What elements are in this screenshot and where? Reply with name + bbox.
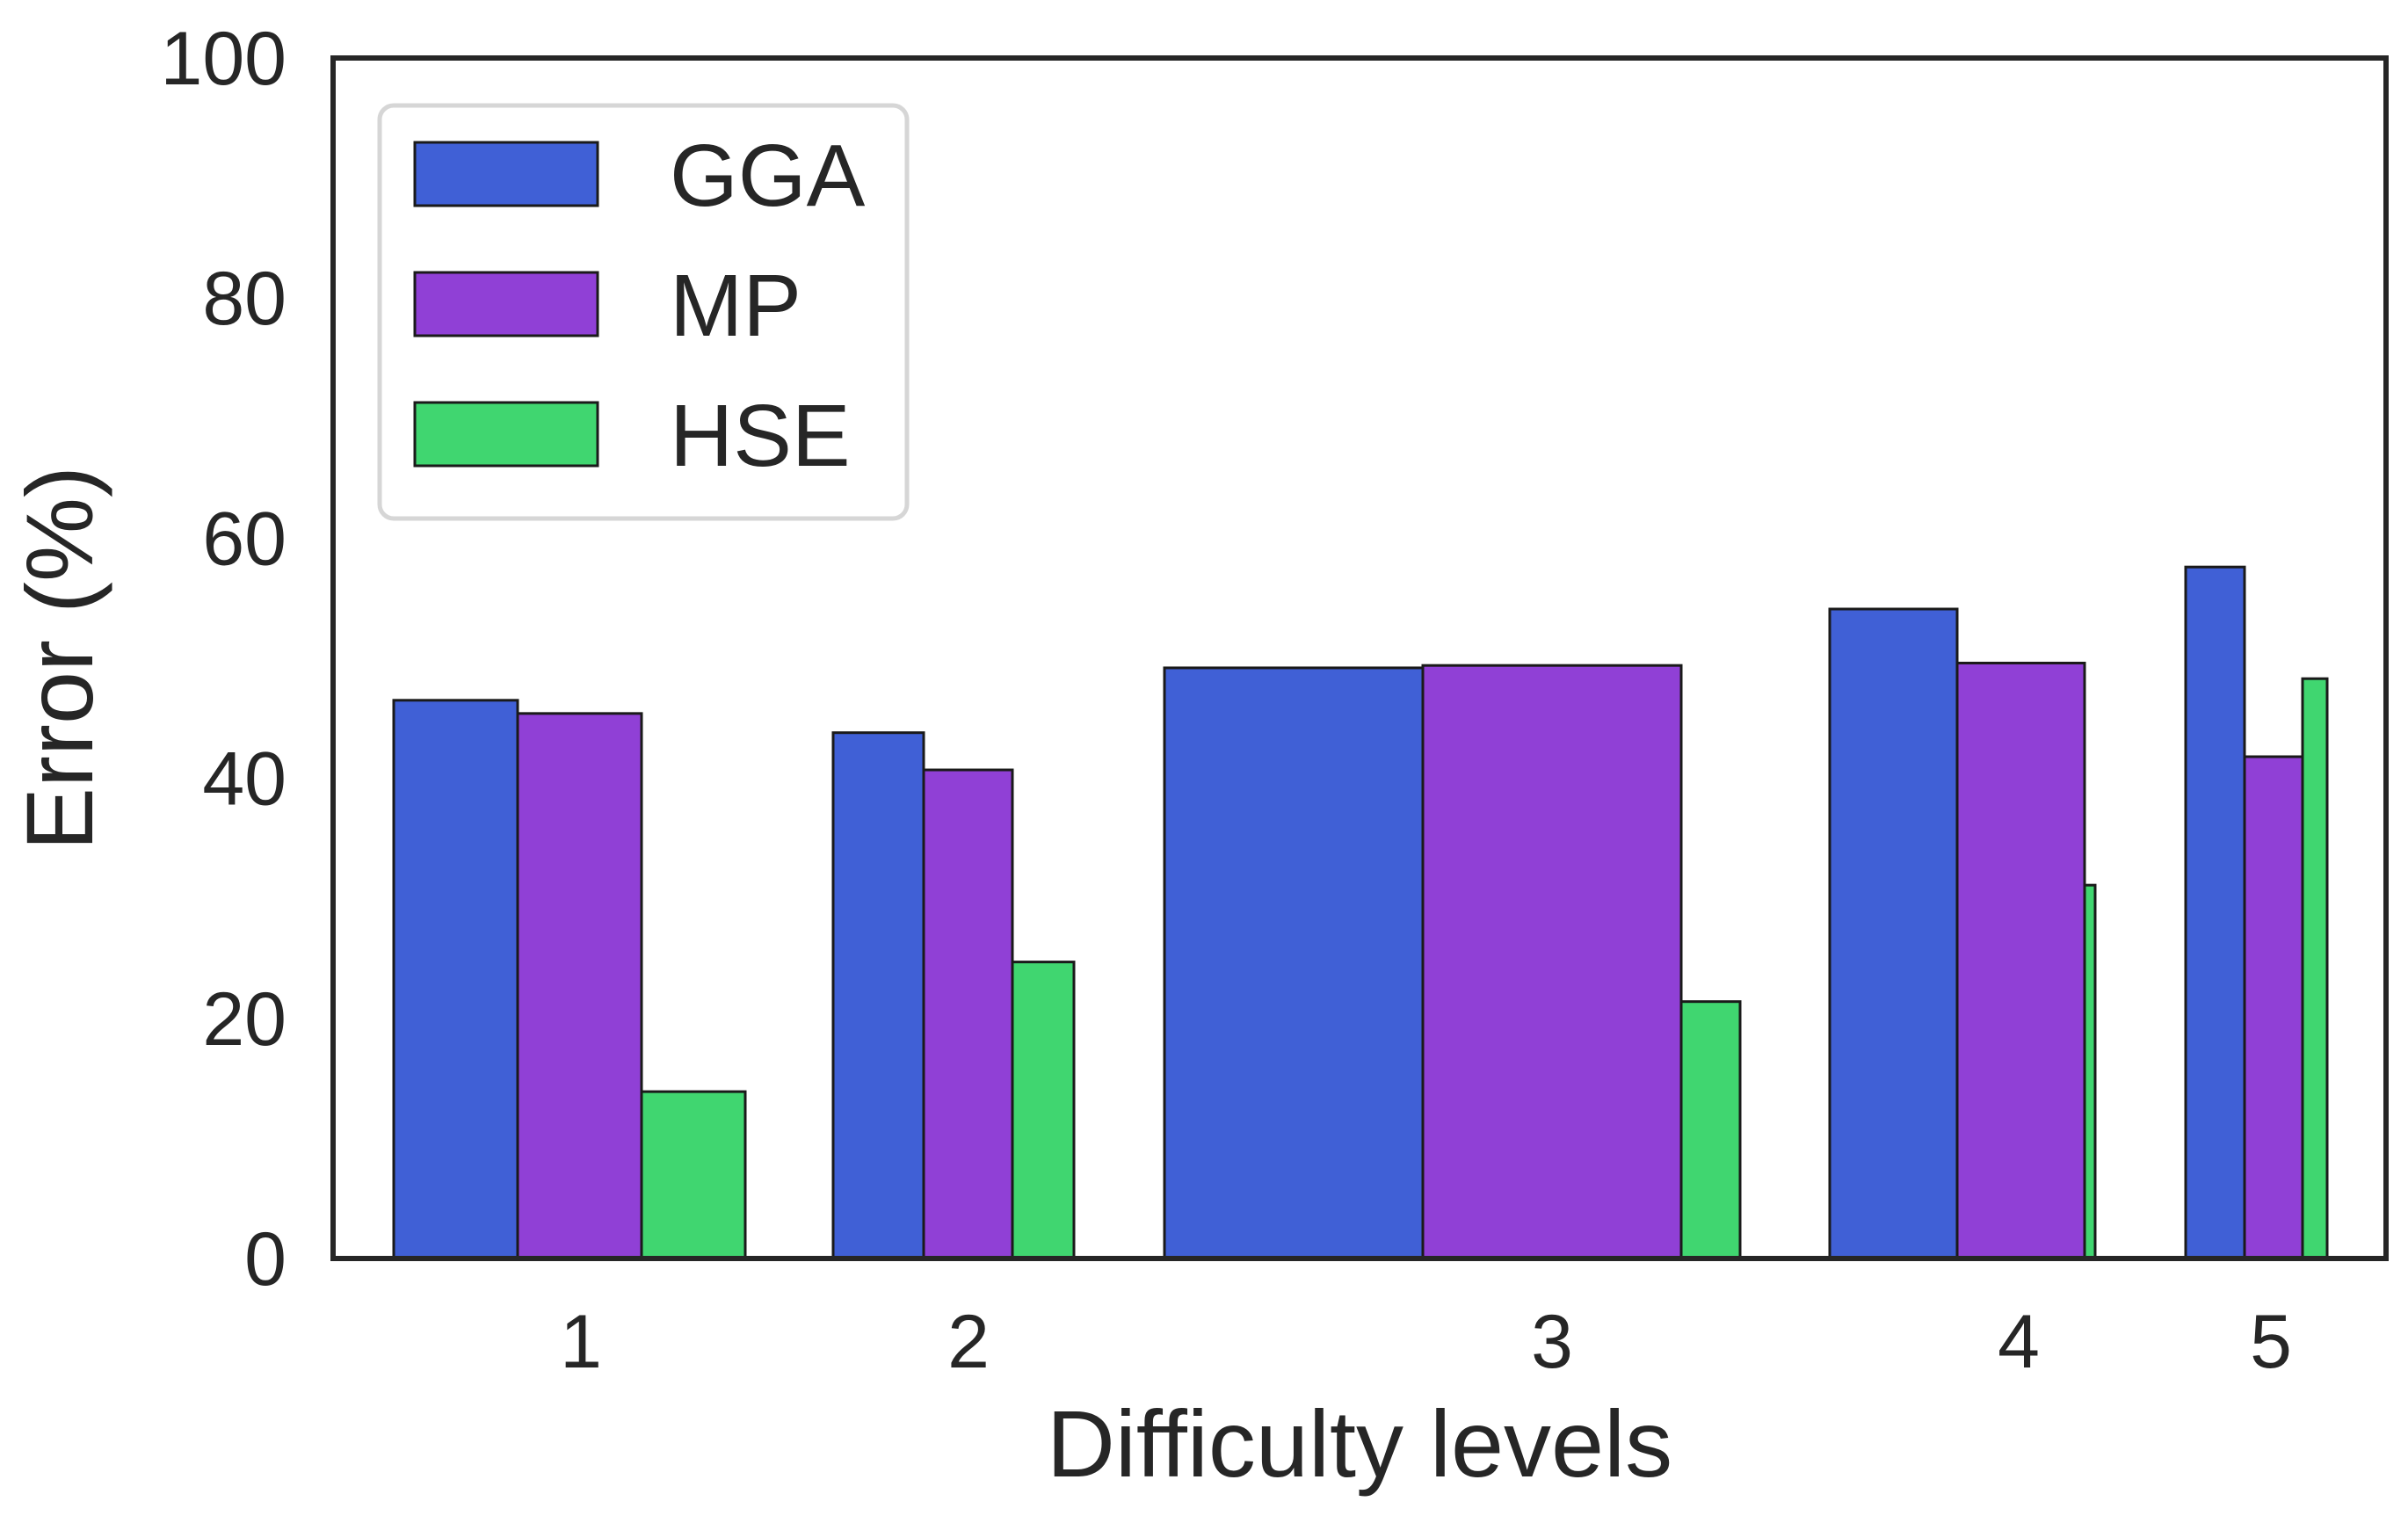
bar-hse-level-4 [2083,883,2097,1260]
bar-gga-level-5 [2184,565,2246,1260]
bar-mp-level-4 [1955,661,2086,1260]
bar-gga-level-1 [392,699,519,1260]
bar-mp-level-1 [516,712,643,1260]
legend: GGA MP HSE [377,103,910,521]
x-axis-title: Difficulty levels [1047,1390,1672,1497]
bar-hse-level-3 [1679,1000,1742,1260]
bar-mp-level-5 [2243,755,2304,1260]
y-tick-labels: 0 20 40 60 80 100 [161,17,287,1302]
x-tick-labels: 1 2 3 4 5 [560,1300,2292,1384]
y-tick-label-60: 60 [202,497,286,581]
x-tick-label-1: 1 [560,1300,602,1384]
x-tick-label-5: 5 [2250,1300,2292,1384]
y-tick-label-40: 40 [202,737,286,822]
y-tick-label-80: 80 [202,257,286,341]
plot-frame [330,55,2389,1261]
y-tick-label-20: 20 [202,977,286,1062]
legend-items: GGA MP HSE [413,127,866,485]
x-tick-label-3: 3 [1531,1300,1573,1384]
bar-mp-level-3 [1421,664,1683,1260]
bar-gga-level-2 [831,731,925,1260]
bar-gga-level-3 [1163,666,1425,1260]
x-tick-label-2: 2 [947,1300,990,1384]
legend-label-hse: HSE [670,387,851,485]
y-tick-label-100: 100 [161,17,287,101]
y-axis-title: Error (%) [6,466,112,851]
bar-hse-level-5 [2301,677,2329,1260]
bars-layer [392,565,2329,1260]
legend-label-gga: GGA [670,127,866,225]
bar-hse-level-1 [640,1090,747,1260]
legend-swatch-mp [413,271,599,337]
legend-swatch-hse [413,401,599,468]
bar-mp-level-2 [922,768,1014,1260]
y-tick-label-0: 0 [244,1217,286,1302]
bar-hse-level-2 [1011,961,1076,1260]
x-tick-label-4: 4 [1998,1300,2040,1384]
legend-swatch-gga [413,141,599,207]
bar-gga-level-4 [1828,607,1959,1260]
legend-label-mp: MP [670,257,801,355]
